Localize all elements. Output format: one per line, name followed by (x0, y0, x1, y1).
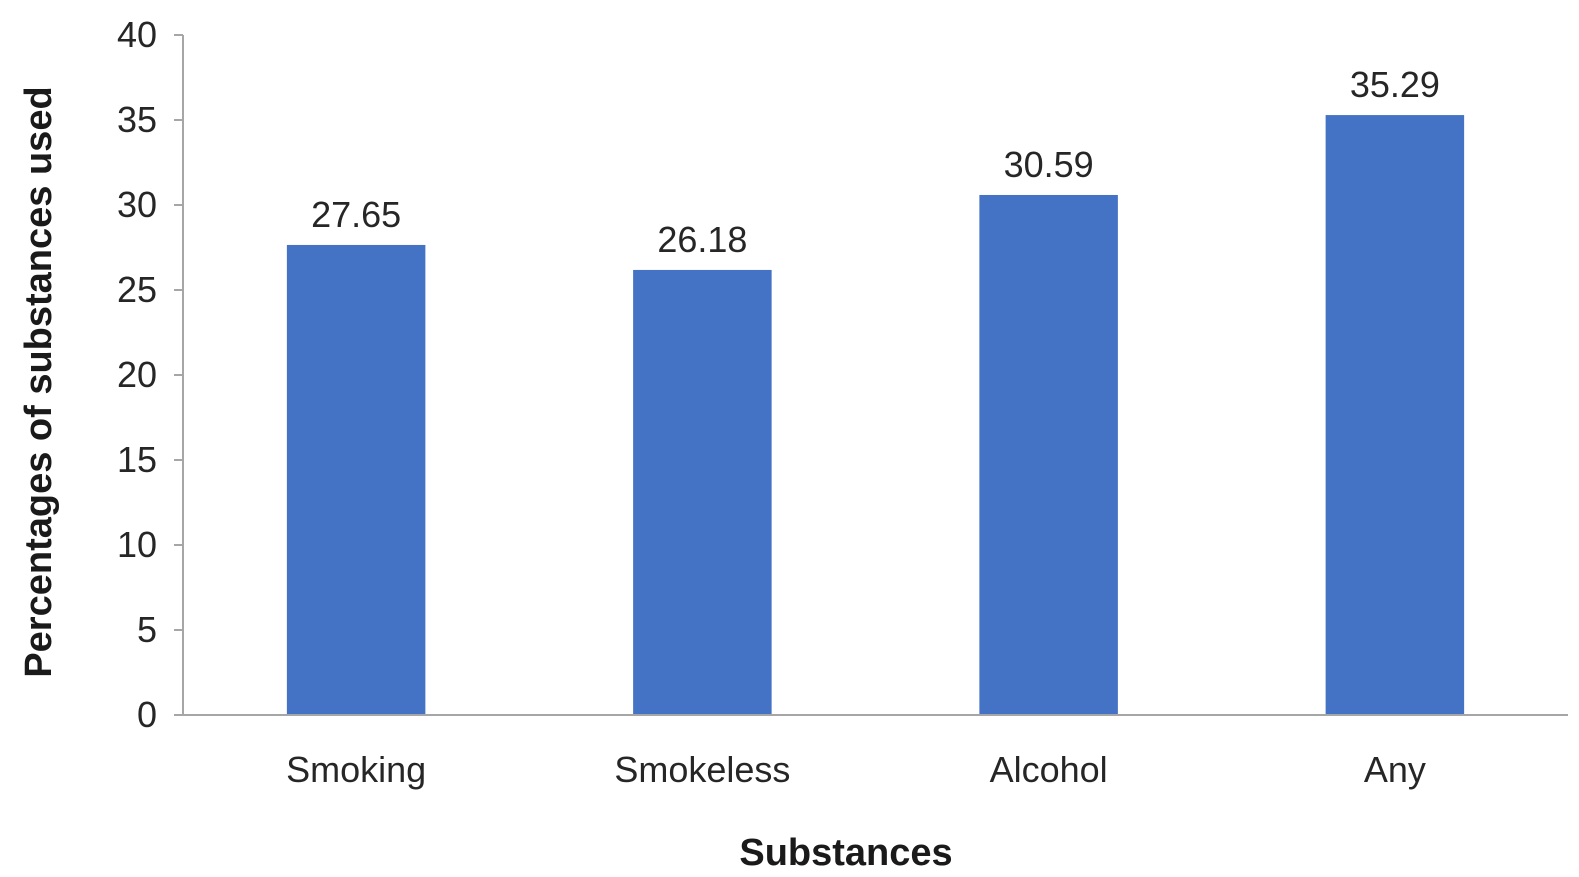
y-tick-label: 30 (117, 184, 157, 225)
y-tick-label: 20 (117, 354, 157, 395)
x-tick-label-alcohol: Alcohol (990, 749, 1108, 790)
y-tick-label: 25 (117, 269, 157, 310)
data-label-alcohol: 30.59 (1004, 144, 1094, 185)
x-axis: Smoking Smokeless Alcohol Any (183, 714, 1568, 790)
bars (286, 115, 1465, 716)
y-tick-label: 0 (137, 694, 157, 735)
y-tick-label: 15 (117, 439, 157, 480)
data-label-any: 35.29 (1350, 64, 1440, 105)
y-tick-label: 5 (137, 609, 157, 650)
bar-smoking (286, 244, 426, 715)
y-tick-label: 10 (117, 524, 157, 565)
x-tick-label-smokeless: Smokeless (614, 749, 790, 790)
x-axis-title: Substances (739, 832, 952, 874)
bar-smokeless (633, 269, 772, 715)
data-label-smokeless: 26.18 (657, 219, 747, 260)
x-tick-label-any: Any (1364, 749, 1426, 790)
data-label-smoking: 27.65 (311, 194, 401, 235)
bar-any (1325, 115, 1465, 715)
y-axis: 0 5 10 15 20 25 30 35 40 (117, 14, 184, 735)
y-tick-label: 40 (117, 14, 157, 55)
data-labels: 27.65 26.18 30.59 35.29 (311, 64, 1440, 260)
x-tick-label-smoking: Smoking (286, 749, 426, 790)
bar-alcohol (979, 194, 1118, 716)
y-tick-label: 35 (117, 99, 157, 140)
y-axis-title: Percentages of substances used (18, 86, 60, 677)
